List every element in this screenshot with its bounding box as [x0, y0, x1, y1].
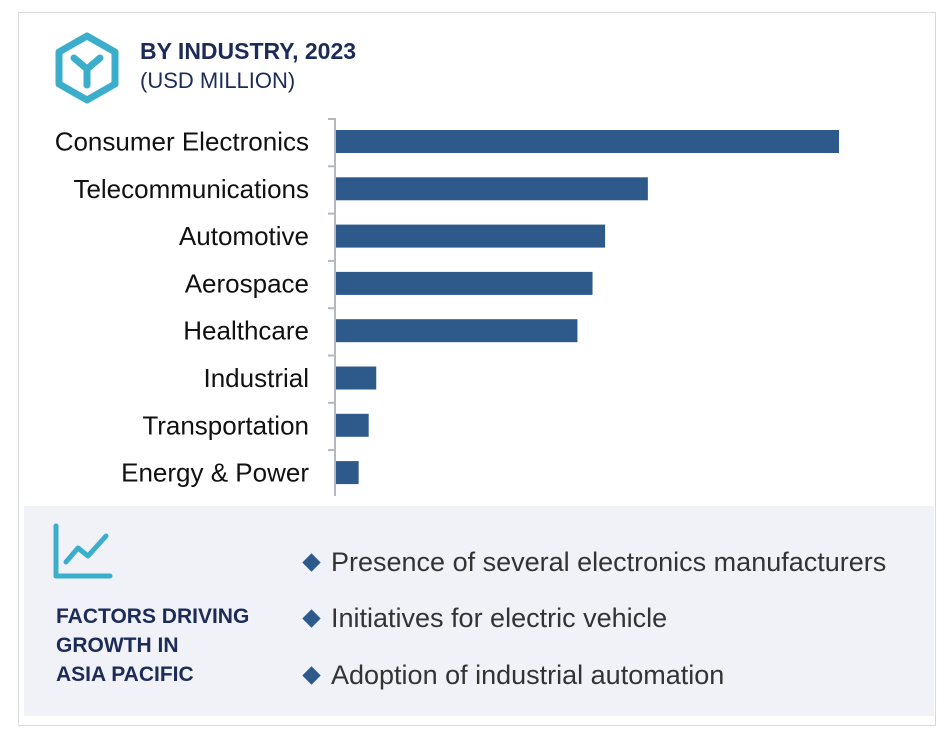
bar — [336, 413, 369, 437]
bar-chart: Consumer Electronics Telecommunications Au… — [55, 118, 839, 496]
factors-title-line: GROWTH IN — [56, 634, 179, 657]
trend-chart-icon — [53, 523, 113, 579]
category-label: Aerospace — [185, 268, 309, 298]
bar — [336, 224, 606, 248]
diamond-bullet-icon — [302, 553, 321, 572]
diamond-bullet-icon — [302, 609, 321, 628]
factor-item: Adoption of industrial automation — [302, 660, 724, 691]
bar — [336, 130, 839, 153]
factor-item: Presence of several electronics manufact… — [302, 547, 886, 578]
bar — [336, 177, 648, 201]
factor-text: Initiatives for electric vehicle — [331, 603, 668, 633]
bar — [336, 271, 593, 295]
category-label: Industrial — [204, 363, 310, 393]
category-label: Consumer Electronics — [55, 127, 309, 157]
factors-title-line: FACTORS DRIVING — [56, 605, 250, 628]
category-label: Energy & Power — [121, 458, 309, 488]
bar — [336, 461, 359, 485]
bar — [336, 366, 377, 390]
factors-title-line: ASIA PACIFIC — [56, 663, 194, 686]
factor-text: Presence of several electronics manufact… — [331, 547, 887, 577]
bar — [336, 319, 578, 343]
factors-panel — [24, 506, 934, 716]
chart-subtitle: (USD MILLION) — [140, 68, 296, 93]
category-label: Healthcare — [183, 316, 309, 346]
category-label: Automotive — [179, 221, 309, 251]
category-label: Transportation — [142, 410, 309, 440]
diamond-bullet-icon — [302, 666, 321, 685]
category-label: Telecommunications — [73, 174, 309, 204]
chart-title: BY INDUSTRY, 2023 — [140, 38, 357, 64]
factor-item: Initiatives for electric vehicle — [302, 603, 667, 634]
hexagon-y-icon — [55, 32, 119, 104]
factors-title: FACTORS DRIVING GROWTH IN ASIA PACIFIC — [56, 602, 286, 689]
factor-text: Adoption of industrial automation — [331, 660, 725, 690]
